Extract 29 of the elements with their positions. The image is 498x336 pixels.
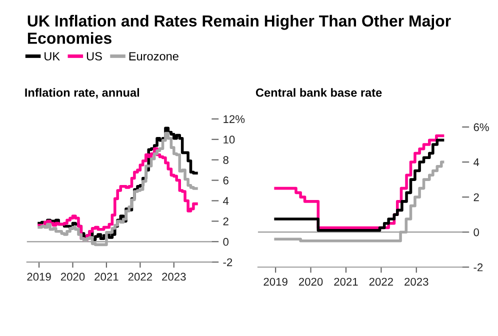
x-tick-label: 2023 [404, 278, 428, 286]
x-tick-label: 2020 [60, 272, 85, 281]
chart-title: UK Inflation and Rates Remain Higher Than Other Major Economies [28, 14, 451, 44]
y-tick-label: -2 [474, 263, 483, 272]
y-tick-label: -2 [223, 258, 232, 266]
y-tick-label: 8 [223, 156, 228, 164]
x-tick-label: 2019 [27, 272, 51, 281]
x-tick-label: 2023 [162, 272, 186, 281]
y-tick-label: 6% [474, 123, 489, 132]
chart-subtitle: Inflation rate, annual [25, 88, 140, 98]
y-tick-label: 4 [223, 197, 229, 205]
x-tick-label: 2022 [369, 278, 393, 286]
y-tick-label: 4 [474, 158, 480, 166]
chart-subtitle: Central bank base rate [256, 88, 382, 97]
x-tick-label: 2019 [264, 278, 288, 286]
legend-label: US [86, 52, 102, 60]
y-tick-label: 0 [474, 228, 479, 236]
y-tick-label: 0 [223, 238, 229, 246]
legend-label: Eurozone [129, 52, 178, 60]
legend-label: UK [44, 52, 60, 60]
y-tick-label: 6 [223, 176, 228, 184]
x-tick-label: 2022 [128, 272, 152, 281]
y-tick-label: 10 [224, 136, 235, 144]
y-tick-label: 2 [474, 193, 479, 202]
x-tick-label: 2021 [94, 272, 118, 281]
y-tick-label: 12% [224, 115, 245, 124]
x-tick-label: 2020 [298, 278, 323, 286]
x-tick-label: 2021 [334, 278, 358, 286]
y-tick-label: 2 [223, 217, 228, 226]
